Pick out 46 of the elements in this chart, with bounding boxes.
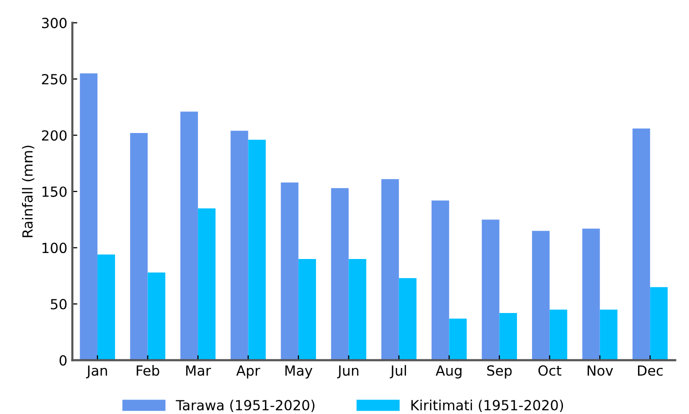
bar bbox=[632, 128, 650, 360]
bar bbox=[148, 272, 166, 360]
y-axis-title: Rainfall (mm) bbox=[22, 146, 34, 238]
bar bbox=[550, 310, 568, 360]
bar bbox=[331, 188, 349, 360]
bar bbox=[582, 228, 600, 360]
bar bbox=[80, 73, 98, 360]
x-tick-label: May bbox=[285, 365, 312, 378]
y-tick-label: 150 bbox=[42, 186, 67, 197]
bar bbox=[499, 312, 517, 360]
x-tick-label: Nov bbox=[588, 365, 613, 376]
x-tick-label: Oct bbox=[538, 365, 562, 376]
x-tick-label: Jun bbox=[337, 365, 358, 378]
y-tick-label: 50 bbox=[50, 298, 67, 310]
bar bbox=[97, 254, 116, 360]
bar bbox=[398, 278, 416, 360]
y-tick-label: 100 bbox=[42, 242, 67, 254]
x-tick-label: Jan bbox=[86, 365, 107, 378]
bar bbox=[248, 140, 266, 360]
bar bbox=[348, 258, 366, 360]
bar bbox=[298, 258, 316, 360]
bar bbox=[650, 287, 668, 360]
bar bbox=[532, 230, 550, 360]
x-tick-label: Sep bbox=[487, 365, 512, 378]
bar bbox=[280, 182, 298, 360]
bar bbox=[432, 200, 450, 360]
bar bbox=[130, 132, 148, 360]
y-tick-label: 0 bbox=[60, 355, 67, 366]
x-tick-label: Mar bbox=[186, 365, 212, 376]
bar bbox=[198, 208, 216, 360]
bar bbox=[180, 112, 198, 360]
x-tick-label: Aug bbox=[436, 365, 462, 378]
bar bbox=[449, 318, 467, 360]
y-tick-label: 200 bbox=[42, 130, 67, 141]
y-tick-label: 300 bbox=[42, 18, 67, 28]
x-tick-label: Apr bbox=[236, 365, 260, 378]
x-tick-label: Dec bbox=[638, 365, 663, 376]
y-tick-label: 250 bbox=[42, 74, 67, 84]
x-tick-label: Feb bbox=[136, 365, 160, 376]
bar bbox=[230, 130, 248, 360]
legend-label: Kiritimati (1951-2020) bbox=[411, 400, 564, 412]
bar bbox=[600, 310, 618, 360]
x-tick-label: Jul bbox=[390, 365, 406, 378]
bar bbox=[482, 220, 500, 360]
legend-label: Tarawa (1951-2020) bbox=[176, 400, 314, 412]
bar bbox=[381, 179, 399, 360]
